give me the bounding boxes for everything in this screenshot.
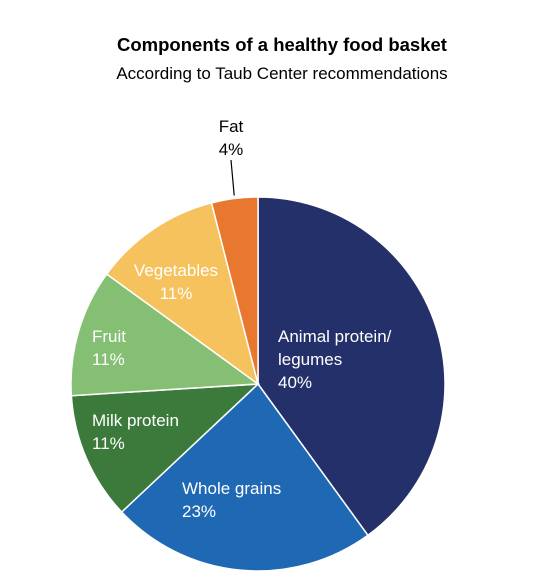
slice-label-fruit: Fruit 11% (92, 327, 126, 369)
slice-label-vegetables: Vegetables 11% (134, 261, 218, 303)
pie-slice-milk-protein (70, 383, 261, 514)
chart-title: Components of a healthy food basket (117, 34, 447, 55)
pie-slice-whole-grains (120, 382, 369, 572)
slice-label-animal-protein: Animal protein/legumes 40% (278, 327, 392, 392)
slice-label-fat: Fat 4% (219, 117, 244, 159)
pie-slice-fruit (70, 273, 261, 397)
leader-line-fat (230, 159, 235, 196)
pie-slice-animal-protein (257, 196, 446, 537)
pie-slice-fat (210, 196, 259, 385)
chart-subtitle: According to Taub Center recommendations (116, 64, 448, 83)
pie-slice-vegetables (105, 201, 260, 386)
slice-label-milk-protein: Milk protein 11% (92, 411, 179, 453)
slice-label-whole-grains: Whole grains 23% (182, 479, 281, 521)
